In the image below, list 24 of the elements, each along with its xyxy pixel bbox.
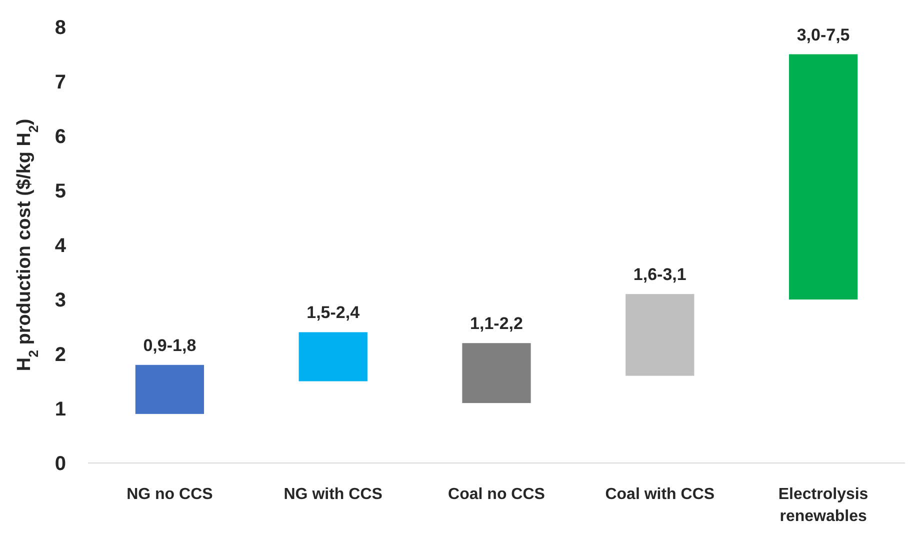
bar [298,332,368,382]
bar [135,364,204,414]
data-label: 1,1-2,2 [470,314,523,334]
y-tick-label: 5 [54,180,66,202]
x-tick-label: Electrolysis renewables [778,486,868,525]
y-tick-label: 7 [54,72,66,94]
bar [626,294,694,376]
x-tick-label: Coal no CCS [448,486,546,503]
data-label: 0,9-1,8 [143,336,196,355]
y-tick-label: 4 [54,235,67,257]
y-tick-label: 0 [54,453,66,475]
x-tick-label: NG no CCS [126,486,214,503]
bar [788,54,858,300]
x-tick-label: Coal with CCS [605,486,715,503]
x-tick-label: NG with CCS [284,486,383,503]
data-label: 1,5-2,4 [306,303,360,322]
data-label: 1,6-3,1 [633,265,686,284]
bar [462,343,531,404]
y-tick-label: 8 [54,17,66,39]
y-tick-label: 2 [54,344,66,366]
y-tick-label: 6 [54,126,66,148]
data-label: 3,0-7,5 [796,25,850,44]
y-tick-label: 1 [54,398,66,420]
y-tick-label: 3 [54,290,66,312]
